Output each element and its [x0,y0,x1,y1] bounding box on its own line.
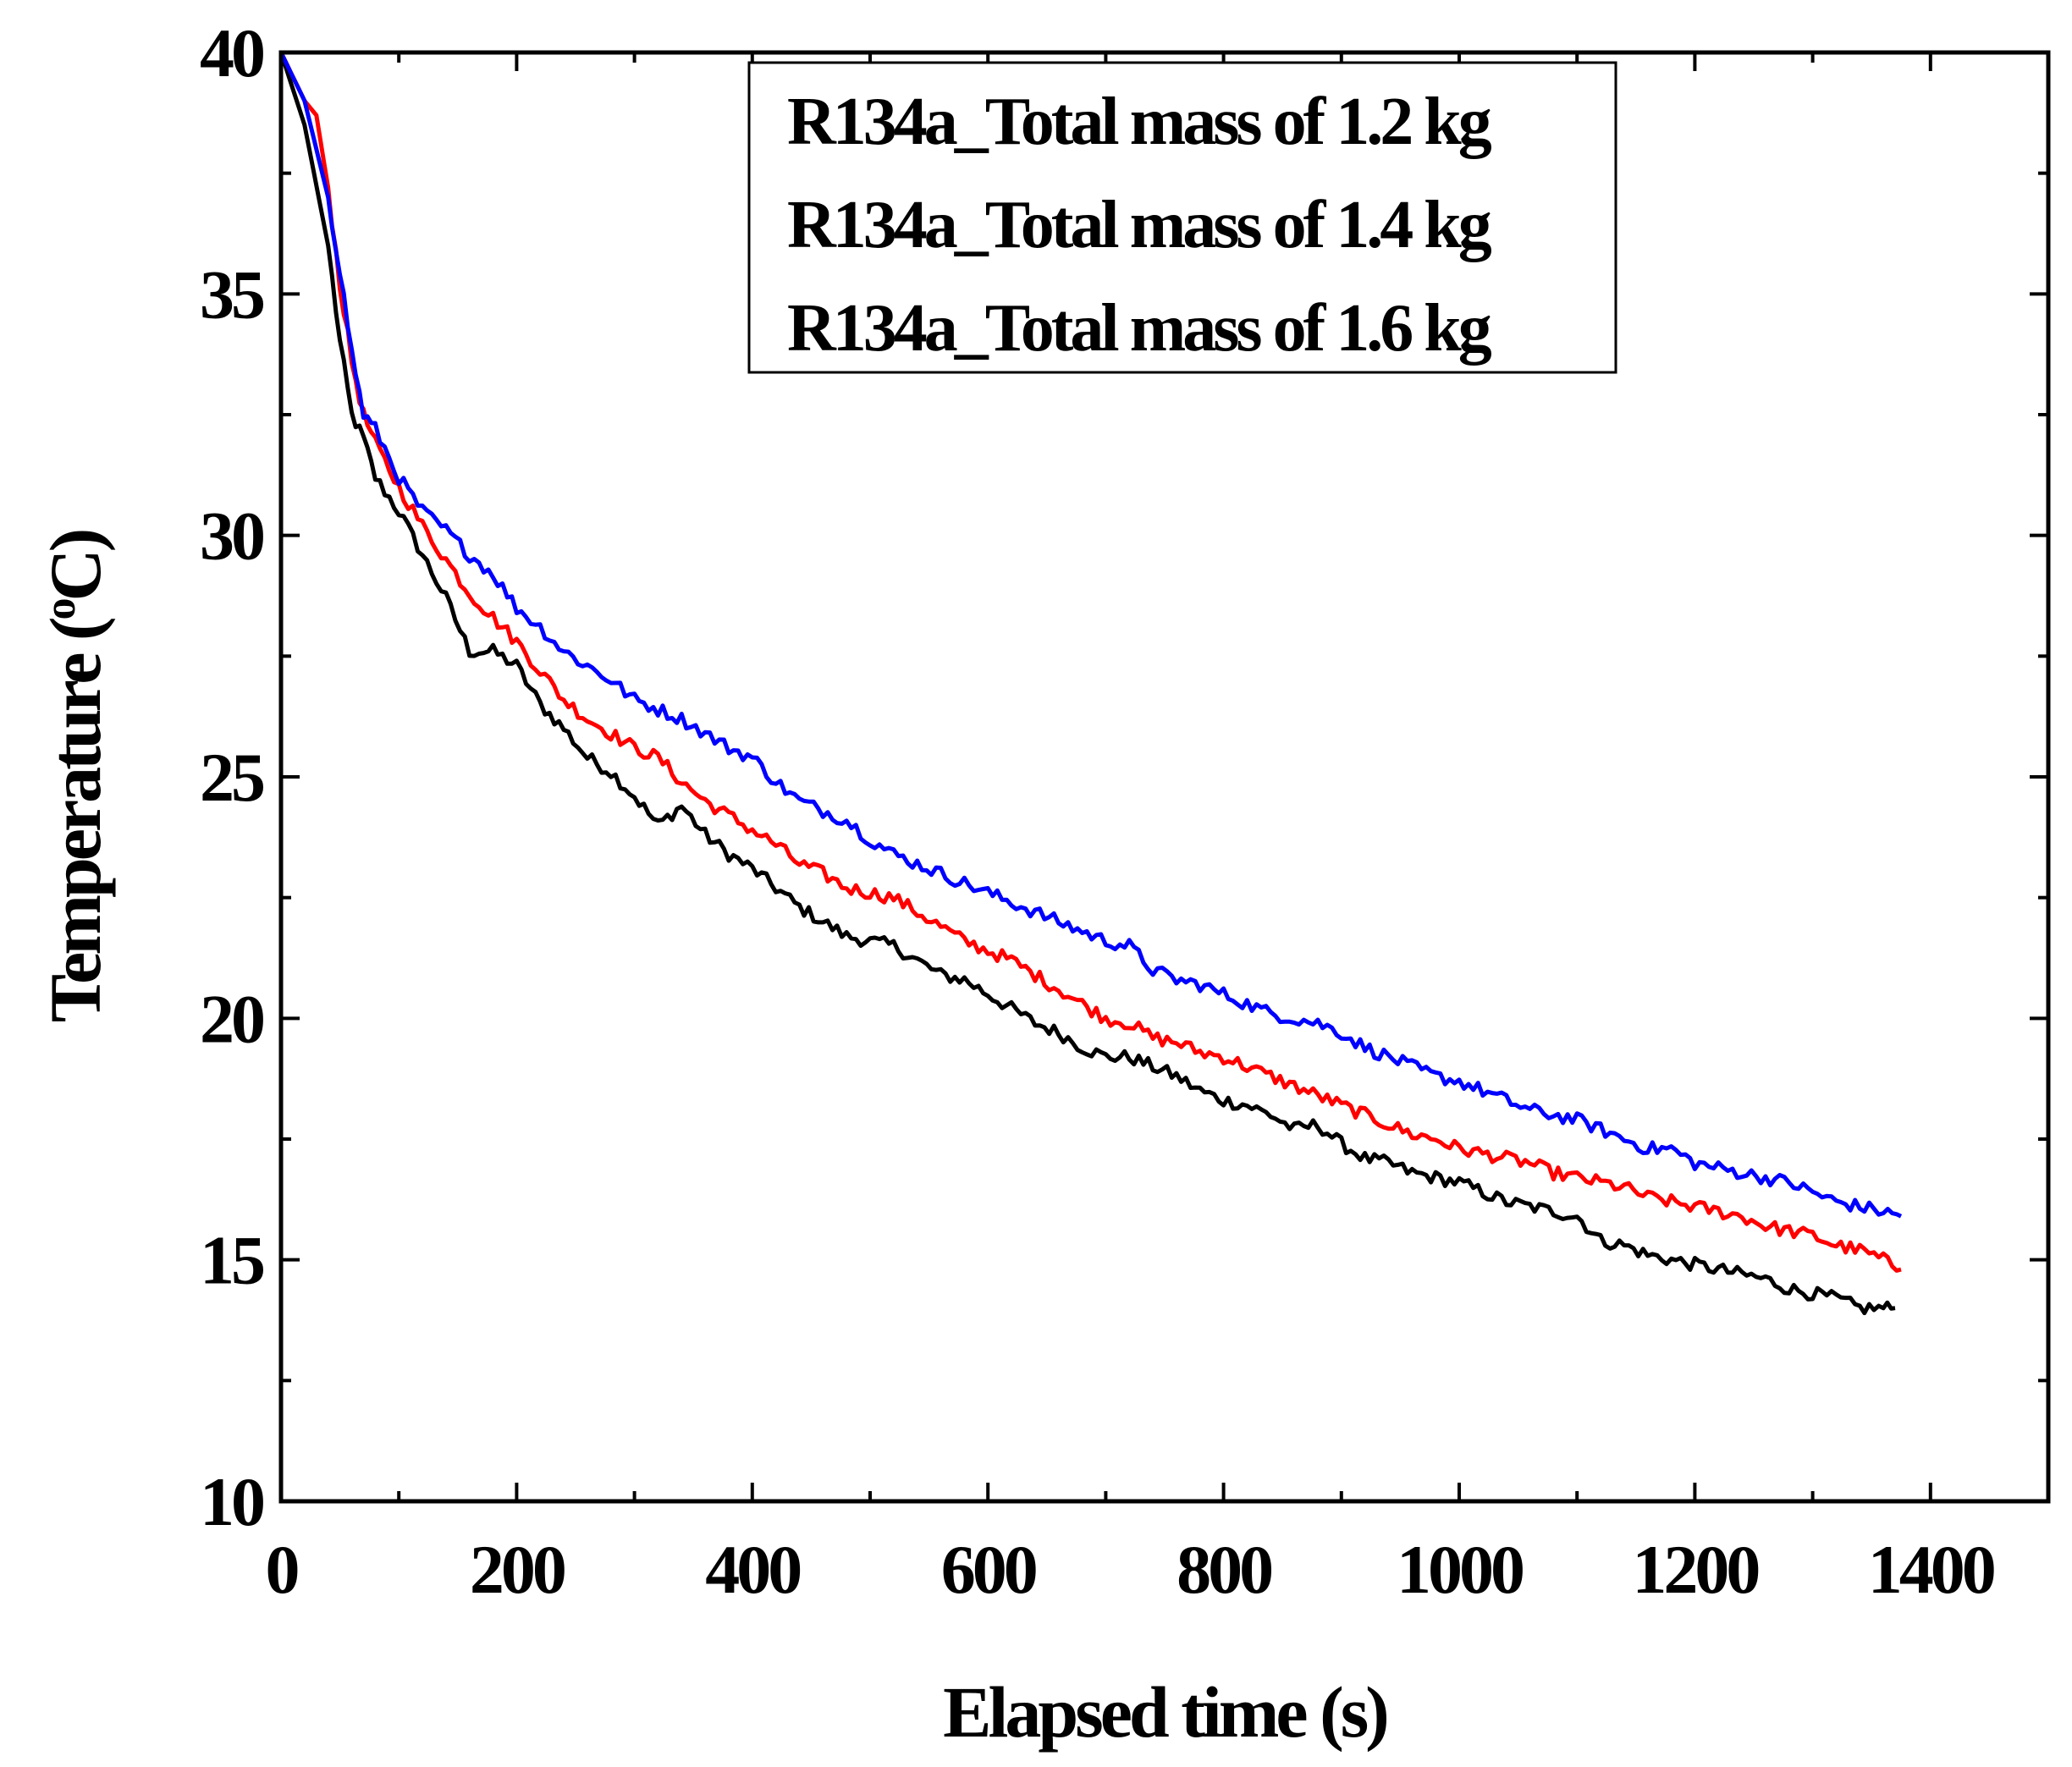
y-tick-label: 15 [200,1222,263,1299]
y-tick-label: 25 [200,739,263,816]
y-tick-label: 30 [200,498,263,575]
x-tick-label: 800 [1177,1531,1271,1608]
legend-box [747,61,1617,374]
series-line-3 [278,51,1903,1219]
x-tick-label: 0 [266,1531,298,1608]
x-tick-label: 1400 [1868,1531,1994,1608]
y-tick-label: 20 [200,980,263,1057]
y-axis-title-prefix: Temperature ( [35,619,116,1022]
y-axis-title-superscript: o [36,598,85,619]
x-tick-label: 200 [470,1531,565,1608]
legend-label-2: R134a_Total mass of 1.4 kg [787,188,1492,262]
x-tick-label: 1200 [1632,1531,1758,1608]
y-axis-title: Temperature (oC) [35,531,116,1022]
y-tick-label: 35 [200,256,263,333]
x-tick-label: 600 [941,1531,1036,1608]
y-axis-title-suffix: C) [35,531,116,601]
legend-label-3: R134a_Total mass of 1.6 kg [787,291,1492,366]
y-tick-label: 10 [200,1463,263,1540]
tick-layer: 0 200 400 600 800 1000 1200 1400 10 15 20 25 30 35 40 [200,14,2050,1608]
y-tick-label: 40 [200,14,263,91]
series-line-2 [278,51,1902,1273]
x-tick-label: 400 [705,1531,800,1608]
x-axis-title: Elapsed time (s) [943,1671,1386,1753]
series-layer [278,51,1903,1316]
series-line-1 [278,52,1896,1316]
legend-label-1: R134a_Total mass of 1.2 kg [787,85,1492,159]
x-tick-label: 1000 [1397,1531,1523,1608]
legend: R134a_Total mass of 1.2 kg R134a_Total m… [747,61,1617,374]
